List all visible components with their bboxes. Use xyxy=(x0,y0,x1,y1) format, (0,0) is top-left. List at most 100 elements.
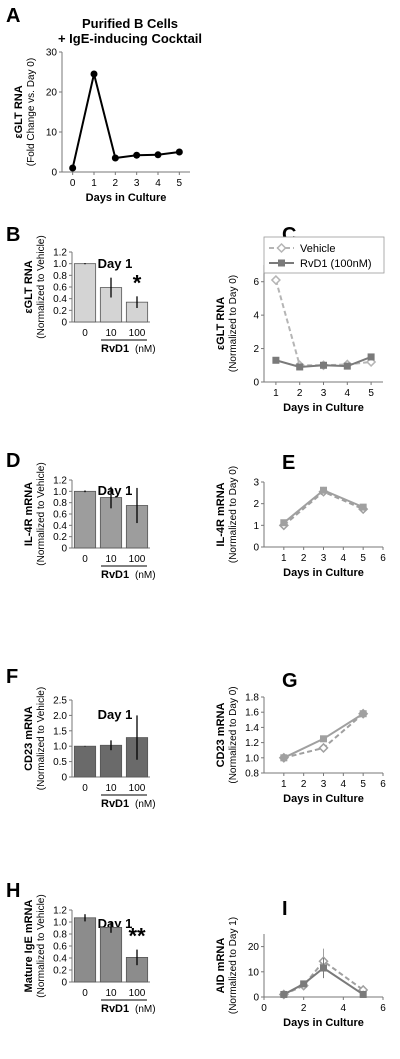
series-2 xyxy=(280,957,367,998)
series-1 xyxy=(278,486,369,531)
x-tick-label: 4 xyxy=(341,553,347,564)
y-tick-label: 10 xyxy=(46,128,58,139)
data-point xyxy=(280,990,288,998)
y-axis-label: CD23 mRNA xyxy=(23,706,35,771)
data-point xyxy=(367,353,375,361)
x-tick-label: 5 xyxy=(360,553,366,564)
x-tick-label: 0 xyxy=(82,988,88,999)
x-tick-label: 0 xyxy=(82,328,88,339)
series-2 xyxy=(272,353,375,371)
y-tick-label: 1.8 xyxy=(245,693,259,704)
legend-label: Vehicle xyxy=(300,243,335,255)
x-tick-label: 5 xyxy=(368,388,374,399)
x-tick-label: 4 xyxy=(341,1003,347,1014)
data-point xyxy=(343,362,351,370)
y-axis-sublabel: (Normalized to Vehicle) xyxy=(36,894,47,997)
bar xyxy=(73,263,97,323)
y-tick-label: 0.5 xyxy=(53,757,67,768)
unit-label: (nM) xyxy=(135,570,156,581)
y-tick-label: 0 xyxy=(253,543,259,554)
y-tick-label: 1.2 xyxy=(53,476,67,487)
x-tick-label: 10 xyxy=(105,783,117,794)
data-point xyxy=(359,710,367,718)
y-tick-label: 0.8 xyxy=(53,498,67,509)
panel-letter: F xyxy=(6,666,18,688)
y-tick-label: 10 xyxy=(248,967,260,978)
y-axis-sublabel: (Normalized to Day 0) xyxy=(228,466,239,563)
x-tick-label: 5 xyxy=(177,178,183,189)
chart-title: Day 1 xyxy=(98,483,133,498)
x-tick-label: 3 xyxy=(134,178,140,189)
y-tick-label: 1.2 xyxy=(245,738,259,749)
y-tick-label: 0 xyxy=(61,544,67,555)
data-point xyxy=(300,980,308,988)
chart-title: Day 1 xyxy=(98,256,133,271)
x-tick-label: 6 xyxy=(380,779,386,790)
panel-e: E IL-4R mRNA (Normalized to Day 0) 0 1 2 3 1 2 3 4… xyxy=(215,452,386,579)
y-axis-label: Mature IgE mRNA xyxy=(23,899,35,992)
data-point xyxy=(270,274,281,286)
x-tick-label: 100 xyxy=(129,328,146,339)
y-tick-label: 3 xyxy=(253,478,259,489)
panel-letter: G xyxy=(282,670,298,692)
panel-letter: H xyxy=(6,880,20,902)
series-1 xyxy=(270,274,377,371)
x-axis-label: Days in Culture xyxy=(283,402,364,414)
y-tick-label: 1.0 xyxy=(53,918,67,929)
data-point xyxy=(359,990,367,998)
x-tick-label: 0 xyxy=(82,783,88,794)
y-tick-label: 2.5 xyxy=(53,696,67,707)
y-axis-sublabel: (Normalized to Vehicle) xyxy=(36,235,47,338)
panel-letter: B xyxy=(6,224,20,246)
significance-marker: * xyxy=(133,270,142,295)
panel-letter: A xyxy=(6,5,20,27)
y-tick-label: 0 xyxy=(253,993,259,1004)
y-tick-label: 20 xyxy=(248,942,260,953)
y-tick-label: 2 xyxy=(253,499,259,510)
x-axis-label: Days in Culture xyxy=(283,567,364,579)
chart-title: + IgE-inducing Cocktail xyxy=(58,31,202,46)
y-tick-label: 1.2 xyxy=(53,248,67,259)
data-point xyxy=(175,148,183,156)
data-point xyxy=(90,70,98,78)
y-axis-sublabel: (Normalized to Vehicle) xyxy=(36,462,47,565)
series-2 xyxy=(280,710,367,762)
y-tick-label: 0 xyxy=(253,378,259,389)
y-axis-sublabel: (Normalized to Vehicle) xyxy=(36,687,47,790)
panel-g: G CD23 mRNA (Normalized to Day 0) 0.8 1.0 1.2… xyxy=(215,670,386,805)
y-axis-label: εGLT RNA xyxy=(13,85,25,138)
y-tick-label: 0.2 xyxy=(53,966,67,977)
y-tick-label: 0.6 xyxy=(53,510,67,521)
y-tick-label: 0.4 xyxy=(53,294,67,305)
y-tick-label: 1.0 xyxy=(53,487,67,498)
panel-d: DIL-4R mRNA (Normalized to Vehicle) 00.20.… xyxy=(6,450,156,581)
x-tick-label: 6 xyxy=(380,1003,386,1014)
y-tick-label: 0.2 xyxy=(53,532,67,543)
unit-label: (nM) xyxy=(135,344,156,355)
y-tick-label: 0 xyxy=(61,318,67,329)
unit-label: (nM) xyxy=(135,799,156,810)
x-tick-label: 4 xyxy=(155,178,161,189)
unit-label: (nM) xyxy=(135,1004,156,1015)
y-tick-label: 1.0 xyxy=(53,742,67,753)
y-tick-label: 0.6 xyxy=(53,283,67,294)
y-axis-sublabel: (Normalized to Day 1) xyxy=(228,917,239,1014)
data-point xyxy=(272,356,280,364)
y-tick-label: 1.6 xyxy=(245,708,259,719)
y-tick-label: 20 xyxy=(46,88,58,99)
series-line xyxy=(283,966,364,996)
y-tick-label: 0.4 xyxy=(53,521,67,532)
x-axis-label: Days in Culture xyxy=(283,793,364,805)
panel-i: I AID mRNA (Normalized to Day 1) 0 10 20 0 2 4 6 D… xyxy=(215,898,386,1029)
data-point xyxy=(280,754,288,762)
legend: Vehicle RvD1 (100nM) xyxy=(263,236,385,274)
x-tick-label: 2 xyxy=(297,388,303,399)
x-tick-label: 0 xyxy=(261,1003,267,1014)
y-tick-label: 0 xyxy=(61,978,67,989)
group-label: RvD1 xyxy=(101,798,129,810)
panel-letter: D xyxy=(6,450,20,472)
y-tick-label: 0.8 xyxy=(53,271,67,282)
significance-marker: ** xyxy=(128,924,146,949)
